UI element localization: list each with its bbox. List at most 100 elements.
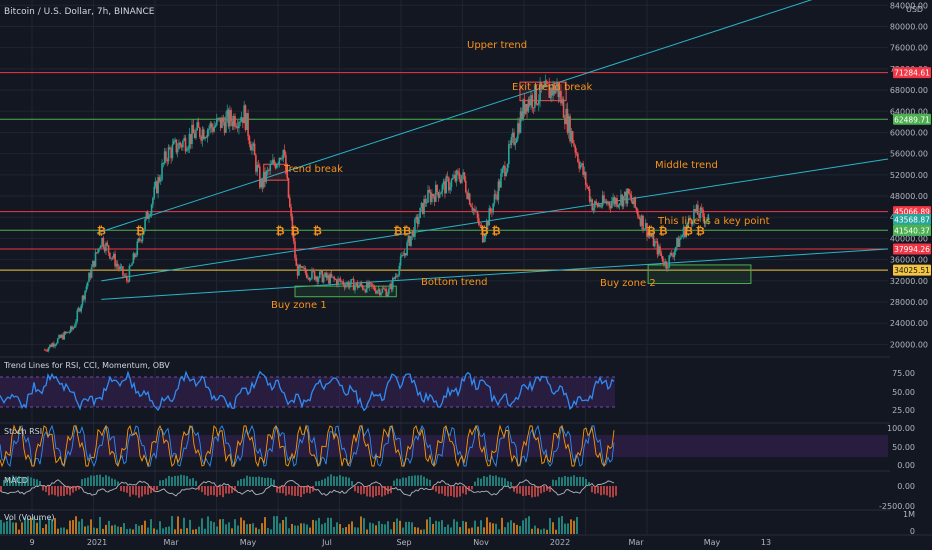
- price-axis-unit: USD: [906, 5, 923, 14]
- candle-body: [210, 123, 213, 128]
- macd-histogram-bar: [249, 476, 251, 486]
- macd-histogram-bar: [126, 486, 128, 493]
- volume-bar: [174, 529, 176, 534]
- candle-body: [272, 159, 274, 164]
- candle-body: [178, 142, 180, 150]
- candle-body: [152, 197, 154, 205]
- macd-histogram-bar: [129, 486, 131, 497]
- price-tick-label: 84000.00: [890, 1, 928, 10]
- candle-body: [75, 321, 77, 326]
- candle-body: [348, 284, 351, 288]
- macd-histogram-bar: [366, 486, 368, 497]
- macd-histogram-bar: [99, 474, 101, 486]
- rsi-band: [0, 377, 615, 407]
- candle-body: [665, 261, 668, 269]
- candle-body: [286, 173, 288, 178]
- candle-body: [180, 144, 183, 148]
- volume-bar: [447, 524, 449, 534]
- volume-bar: [42, 528, 44, 534]
- candle-body: [92, 260, 94, 268]
- candle-body: [381, 288, 384, 293]
- macd-histogram-bar: [417, 475, 419, 486]
- pane-tick-label: 25.00: [892, 406, 915, 415]
- candle-body: [667, 267, 669, 269]
- candle-body: [139, 238, 141, 241]
- candle-body: [661, 255, 664, 262]
- candle-body: [435, 184, 437, 202]
- candle-body: [141, 234, 144, 242]
- volume-bar: [39, 518, 41, 534]
- macd-histogram-bar: [333, 476, 335, 486]
- macd-histogram-bar: [468, 486, 470, 492]
- macd-histogram-bar: [435, 486, 437, 492]
- candle-body: [424, 199, 427, 204]
- candle-body: [478, 218, 480, 225]
- volume-bar: [453, 519, 455, 534]
- macd-histogram-bar: [216, 486, 218, 497]
- candle-body: [89, 272, 92, 278]
- candle-body: [622, 196, 625, 207]
- candle-body: [398, 265, 401, 275]
- macd-histogram-bar: [276, 486, 278, 493]
- candle-body: [655, 241, 657, 243]
- volume-bar: [252, 523, 254, 534]
- macd-histogram-bar: [585, 479, 587, 486]
- price-tick-label: 64000.00: [890, 107, 928, 116]
- volume-bar: [483, 527, 485, 534]
- candle-body: [133, 253, 136, 258]
- btc-marker-icon: ₿: [696, 224, 705, 237]
- macd-histogram-bar: [375, 486, 377, 496]
- volume-bar: [564, 523, 566, 534]
- candle-body: [519, 111, 522, 133]
- volume-bar: [294, 525, 296, 534]
- volume-bar: [273, 516, 275, 534]
- candle-body: [212, 127, 214, 132]
- candle-body: [421, 202, 424, 214]
- candle-body: [351, 278, 354, 280]
- candle-body: [674, 247, 677, 252]
- volume-bar: [348, 524, 350, 534]
- candle-body: [277, 163, 279, 165]
- candle-body: [652, 233, 655, 247]
- volume-bar: [210, 521, 212, 534]
- candle-body: [397, 274, 399, 277]
- candle-body: [298, 264, 300, 276]
- volume-bar: [441, 520, 443, 534]
- candle-body: [594, 201, 596, 208]
- macd-histogram-bar: [198, 486, 200, 491]
- candle-body: [497, 181, 500, 200]
- candle-body: [303, 267, 305, 269]
- candle-body: [264, 172, 266, 182]
- macd-histogram-bar: [93, 475, 95, 486]
- macd-histogram-bar: [204, 486, 206, 495]
- volume-bar: [396, 518, 398, 534]
- price-tag-label: 41540.37: [894, 226, 930, 235]
- candle-body: [69, 326, 72, 332]
- candle-body: [418, 217, 420, 225]
- candle-body: [332, 276, 334, 278]
- candle-body: [608, 201, 610, 206]
- candle-body: [338, 278, 341, 280]
- candle-body: [365, 281, 368, 293]
- volume-bar: [81, 518, 83, 534]
- candle-body: [186, 150, 188, 152]
- annotation-exit-trend-break: Exit trend break: [512, 82, 592, 93]
- candle-body: [457, 170, 459, 173]
- macd-histogram-bar: [471, 486, 473, 490]
- btc-marker-icon: ₿: [684, 224, 693, 237]
- candle-body: [132, 253, 135, 264]
- annotation-buy-zone-2: Buy zone 2: [600, 278, 656, 289]
- candle-body: [120, 266, 123, 268]
- candle-body: [566, 108, 569, 133]
- candle-body: [614, 198, 617, 205]
- volume-bar: [177, 516, 179, 534]
- candle-body: [156, 181, 158, 194]
- candle-body: [116, 263, 119, 267]
- volume-bar: [498, 529, 500, 534]
- candle-body: [369, 282, 372, 284]
- macd-histogram-bar: [615, 486, 617, 496]
- candle-body: [444, 181, 446, 194]
- volume-bar: [480, 520, 482, 534]
- volume-bar: [312, 519, 314, 534]
